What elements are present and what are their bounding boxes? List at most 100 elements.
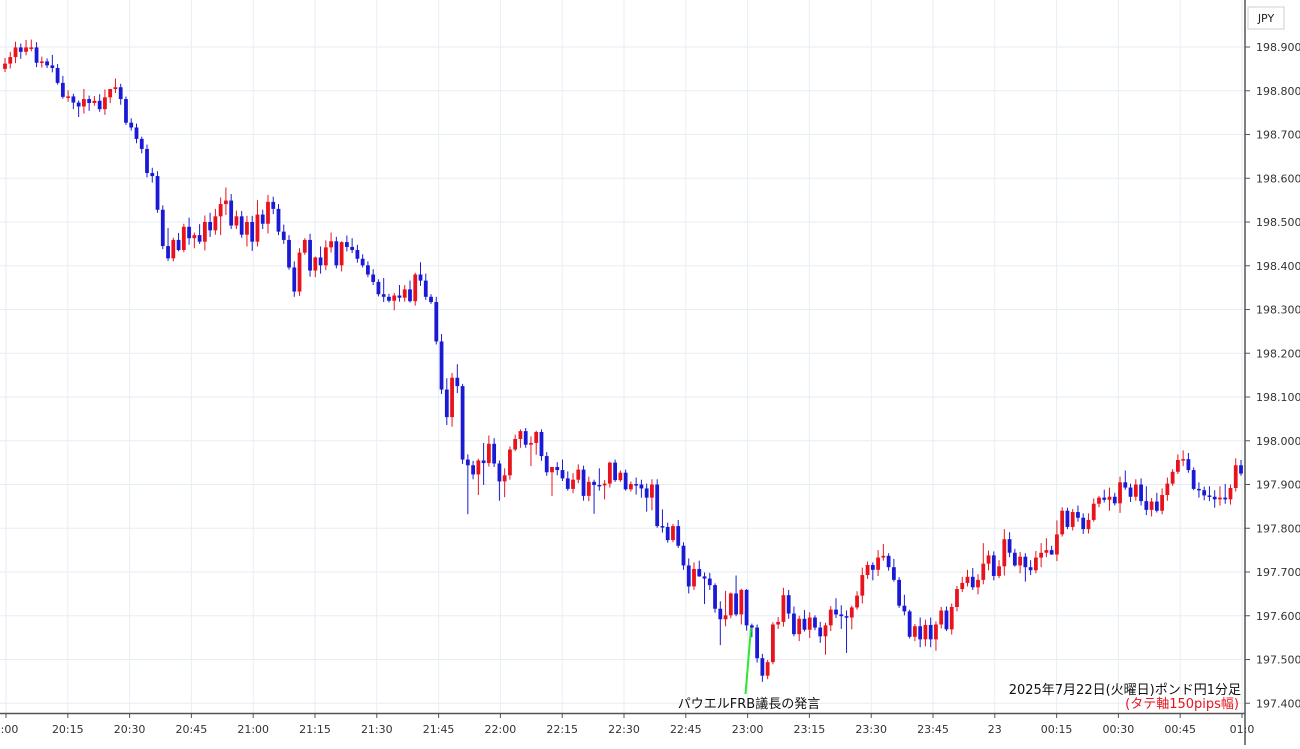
candle-down	[1197, 482, 1201, 498]
candle-body	[82, 99, 86, 107]
candle-up	[29, 39, 34, 52]
candle-up	[576, 464, 581, 484]
candle-body	[160, 209, 165, 247]
candle-body	[523, 431, 528, 445]
candle-body	[134, 127, 139, 139]
candle-down	[1202, 486, 1207, 501]
candle-down	[792, 606, 796, 637]
candle-body	[434, 302, 439, 342]
candle-body	[360, 258, 365, 266]
price-tick-label: 197.900	[1256, 479, 1300, 492]
candle-body	[492, 443, 497, 464]
candle-down	[634, 477, 639, 495]
candle-up	[949, 603, 954, 635]
candle-body	[534, 432, 539, 443]
candle-body	[960, 582, 965, 590]
candle-body	[276, 208, 281, 232]
candle-down	[371, 269, 376, 285]
candle-up	[628, 481, 633, 492]
candle-body	[918, 626, 923, 640]
candle-body	[465, 459, 470, 466]
candle-down	[555, 462, 560, 476]
annotation-pointer-line	[744, 627, 752, 695]
candle-up	[3, 57, 7, 72]
candle-up	[92, 96, 97, 106]
candle-down	[118, 83, 123, 105]
candle-down	[818, 621, 823, 643]
candle-up	[650, 479, 654, 511]
candle-body	[423, 280, 428, 297]
candle-body	[402, 289, 407, 298]
candle-body	[408, 289, 412, 302]
candle-body	[928, 624, 933, 640]
candle-up	[171, 237, 176, 262]
candle-body	[166, 246, 170, 259]
candle-up	[323, 240, 328, 271]
candle-body	[886, 555, 891, 568]
price-tick-label: 198.900	[1256, 41, 1300, 54]
candle-body	[371, 274, 376, 282]
candle-body	[529, 442, 533, 445]
candle-body	[1055, 534, 1059, 555]
candle-body	[292, 267, 297, 292]
candle-up	[881, 544, 886, 561]
candle-down	[1012, 548, 1017, 567]
candle-up	[865, 561, 870, 579]
candle-down	[60, 75, 65, 99]
time-tick-label: 21:45	[423, 723, 455, 736]
candle-up	[1170, 469, 1175, 486]
candle-body	[671, 526, 675, 541]
candle-up	[1160, 488, 1164, 515]
candle-down	[34, 42, 39, 68]
candle-down	[55, 64, 60, 85]
candle-down	[786, 589, 791, 619]
candle-body	[870, 565, 875, 570]
candle-up	[965, 569, 970, 587]
candle-body	[1128, 487, 1133, 497]
candle-body	[660, 526, 665, 528]
candle-down	[1049, 545, 1054, 555]
candle-body	[718, 608, 723, 620]
candle-body	[34, 47, 39, 63]
candle-up	[24, 40, 28, 56]
price-tick-label: 197.500	[1256, 654, 1300, 667]
candle-down	[1239, 460, 1243, 476]
candle-body	[1154, 501, 1159, 511]
candle-body	[139, 138, 144, 149]
candle-body	[439, 341, 444, 390]
candle-down	[160, 205, 165, 250]
candle-body	[618, 472, 623, 481]
candle-body	[455, 377, 460, 387]
candle-body	[476, 460, 481, 475]
candle-down	[350, 238, 355, 254]
candle-body	[508, 449, 512, 476]
candle-body	[76, 102, 81, 107]
candle-body	[29, 47, 34, 49]
candle-up	[1018, 551, 1022, 574]
candle-body	[792, 613, 796, 635]
candle-down	[760, 653, 765, 682]
candle-body	[1107, 496, 1112, 500]
candle-body	[239, 216, 244, 235]
candle-body	[913, 626, 917, 637]
candle-down	[50, 54, 55, 73]
candle-down	[834, 598, 838, 618]
candle-up	[781, 587, 786, 627]
candle-up	[550, 467, 554, 496]
candle-down	[271, 196, 276, 215]
candle-down	[655, 479, 660, 528]
candle-body	[639, 484, 644, 489]
candle-body	[208, 222, 213, 231]
candle-body	[218, 204, 223, 217]
candle-down	[208, 212, 213, 237]
candle-body	[849, 607, 854, 618]
candle-body	[350, 246, 355, 250]
candle-down	[97, 94, 102, 112]
candle-body	[692, 568, 696, 587]
candle-body	[676, 526, 681, 546]
candle-body	[544, 456, 549, 473]
candle-body	[597, 484, 602, 487]
candle-body	[555, 467, 560, 471]
price-tick-label: 198.400	[1256, 260, 1300, 273]
candle-body	[260, 214, 265, 224]
